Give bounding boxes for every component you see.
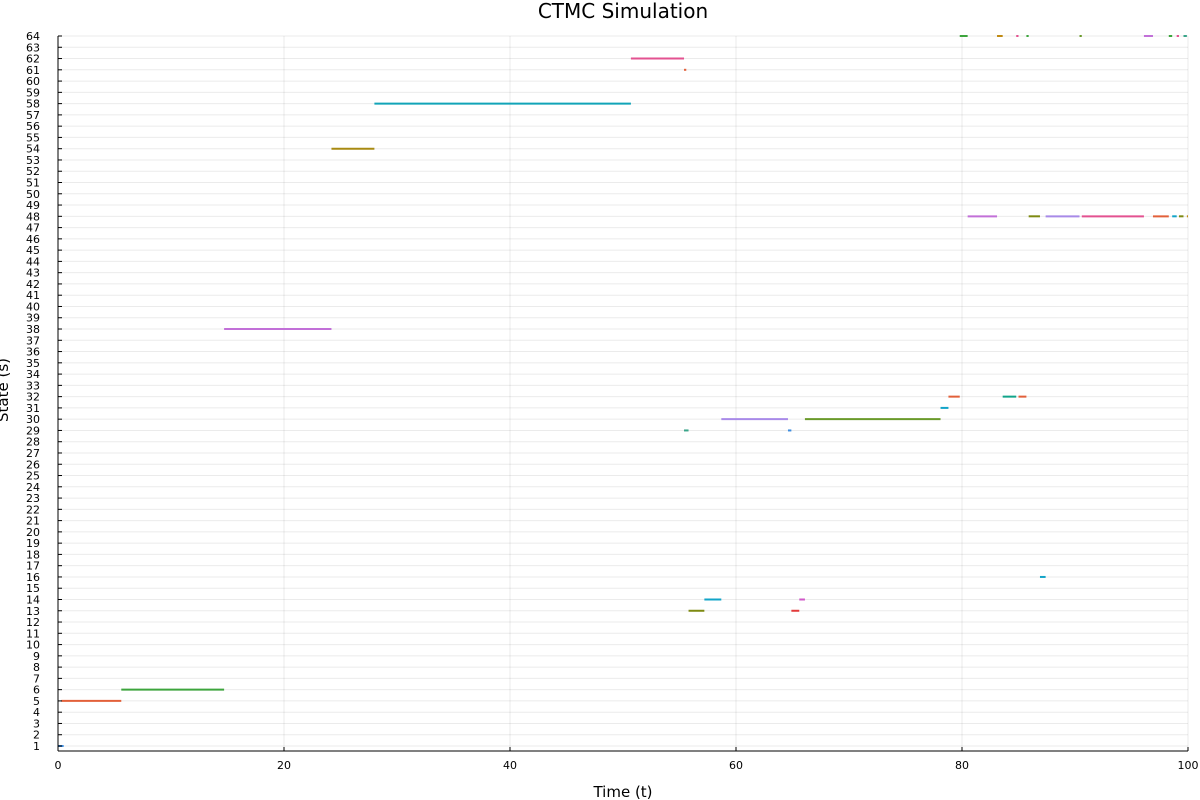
y-tick-label: 42 (26, 278, 40, 291)
y-tick-label: 63 (26, 41, 40, 54)
y-tick-label: 12 (26, 616, 40, 629)
y-tick-label: 44 (26, 255, 40, 268)
x-tick-label: 0 (55, 759, 62, 772)
y-tick-label: 52 (26, 165, 40, 178)
y-tick-label: 50 (26, 188, 40, 201)
y-tick-label: 9 (33, 650, 40, 663)
y-tick-label: 39 (26, 312, 40, 325)
y-tick-label: 54 (26, 143, 40, 156)
y-tick-label: 45 (26, 244, 40, 257)
y-tick-label: 2 (33, 729, 40, 742)
y-tick-label: 7 (33, 672, 40, 685)
y-tick-label: 62 (26, 53, 40, 66)
y-tick-label: 11 (26, 627, 40, 640)
y-tick-label: 28 (26, 436, 40, 449)
y-tick-label: 29 (26, 424, 40, 437)
y-tick-label: 18 (26, 548, 40, 561)
y-tick-label: 23 (26, 492, 40, 505)
y-tick-label: 26 (26, 458, 40, 471)
y-tick-label: 59 (26, 86, 40, 99)
y-tick-label: 20 (26, 526, 40, 539)
y-tick-label: 25 (26, 470, 40, 483)
y-tick-label: 1 (33, 740, 40, 753)
y-tick-label: 49 (26, 199, 40, 212)
y-tick-label: 19 (26, 537, 40, 550)
grid (57, 35, 1189, 751)
y-axis-label: State (s) (0, 358, 12, 422)
y-tick-label: 56 (26, 120, 40, 133)
x-tick-label: 40 (503, 759, 517, 772)
y-tick-label: 43 (26, 267, 40, 280)
y-tick-label: 36 (26, 346, 40, 359)
y-tick-label: 38 (26, 323, 40, 336)
chart-title: CTMC Simulation (538, 0, 708, 23)
y-tick-label: 51 (26, 177, 40, 190)
y-tick-label: 55 (26, 131, 40, 144)
y-tick-label: 21 (26, 515, 40, 528)
y-tick-label: 13 (26, 605, 40, 618)
y-ticks: 1234567891011121314151617181920212223242… (26, 30, 62, 753)
y-tick-label: 17 (26, 560, 40, 573)
y-tick-label: 61 (26, 64, 40, 77)
y-tick-label: 4 (33, 706, 40, 719)
y-tick-label: 15 (26, 582, 40, 595)
x-tick-label: 100 (1178, 759, 1199, 772)
y-tick-label: 41 (26, 289, 40, 302)
y-tick-label: 47 (26, 222, 40, 235)
y-tick-label: 14 (26, 593, 40, 606)
x-ticks: 0 20 40 60 80 100 (55, 747, 1199, 772)
y-tick-label: 46 (26, 233, 40, 246)
y-tick-label: 34 (26, 368, 40, 381)
y-tick-label: 6 (33, 684, 40, 697)
y-tick-label: 48 (26, 210, 40, 223)
y-tick-label: 32 (26, 391, 40, 404)
y-tick-label: 53 (26, 154, 40, 167)
y-tick-label: 8 (33, 661, 40, 674)
x-tick-label: 80 (955, 759, 969, 772)
y-tick-label: 40 (26, 300, 40, 313)
x-tick-label: 60 (729, 759, 743, 772)
x-tick-label: 20 (277, 759, 291, 772)
y-tick-label: 16 (26, 571, 40, 584)
y-tick-label: 10 (26, 639, 40, 652)
y-tick-label: 33 (26, 379, 40, 392)
y-tick-label: 30 (26, 413, 40, 426)
y-tick-label: 64 (26, 30, 40, 43)
y-tick-label: 31 (26, 402, 40, 415)
y-tick-label: 3 (33, 717, 40, 730)
y-tick-label: 37 (26, 334, 40, 347)
y-tick-label: 24 (26, 481, 40, 494)
y-tick-label: 57 (26, 109, 40, 122)
y-tick-label: 22 (26, 503, 40, 516)
y-tick-label: 58 (26, 98, 40, 111)
data-segments (58, 35, 1188, 747)
y-tick-label: 5 (33, 695, 40, 708)
y-tick-label: 27 (26, 447, 40, 460)
x-axis-label: Time (t) (592, 783, 652, 800)
y-tick-label: 35 (26, 357, 40, 370)
y-tick-label: 60 (26, 75, 40, 88)
